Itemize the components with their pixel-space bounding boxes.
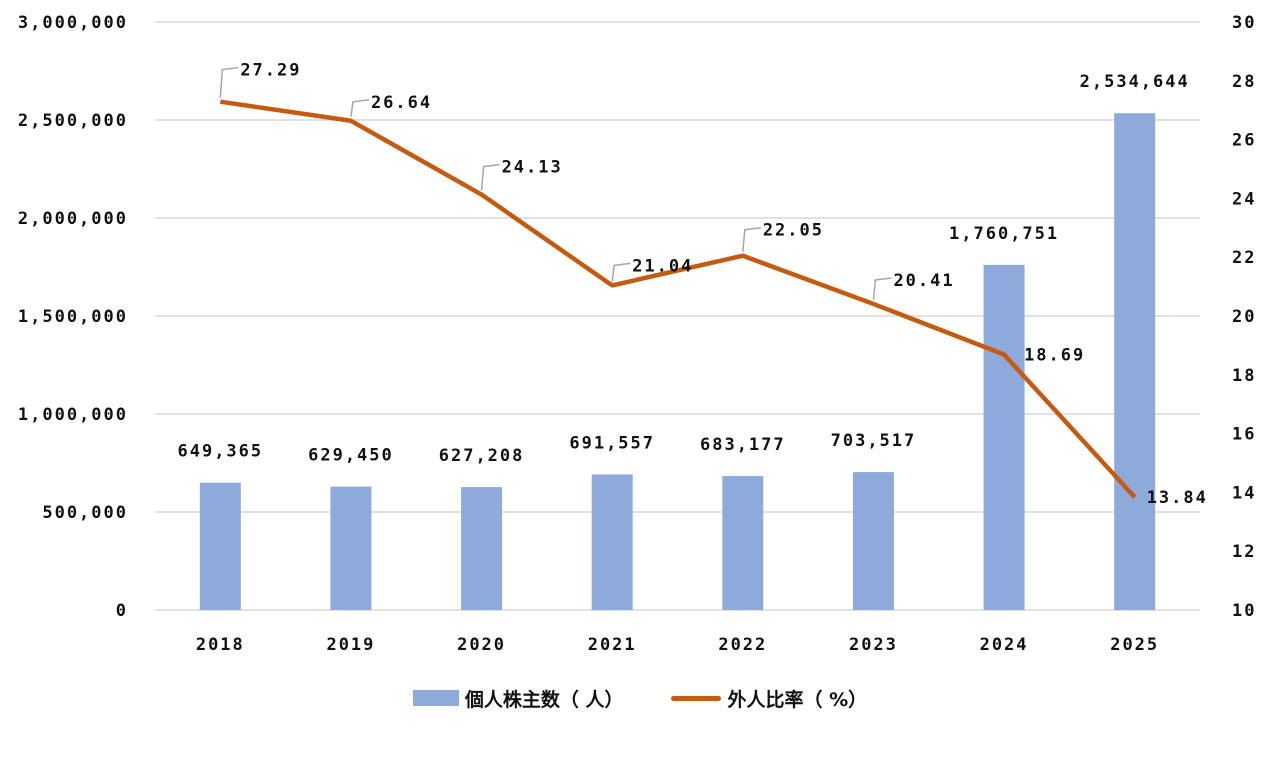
legend-item-foreign-ratio: 外人比率（ %） (671, 685, 867, 712)
line-data-label: 13.84 (1147, 488, 1208, 508)
bar (591, 474, 633, 610)
left-axis-tick: 500,000 (42, 503, 128, 523)
bar (852, 472, 894, 610)
legend-item-shareholders: 個人株主数（ 人） (412, 685, 624, 712)
line-swatch-icon (671, 695, 722, 701)
left-axis-tick: 2,500,000 (18, 111, 128, 131)
bar (983, 264, 1025, 610)
x-axis-tick: 2019 (326, 635, 375, 655)
left-axis-tick: 3,000,000 (18, 13, 128, 33)
combo-chart: 0 500,000 1,000,000 1,500,000 2,000,000 2,500… (18, 13, 1256, 655)
right-axis-tick: 30 (1232, 13, 1256, 33)
x-axis-tick: 2025 (1110, 635, 1159, 655)
bar-data-label: 703,517 (831, 431, 917, 451)
x-axis-tick: 2021 (588, 635, 637, 655)
line-data-label: 27.29 (240, 61, 301, 81)
bar-data-label: 691,557 (569, 433, 655, 453)
bar-swatch-icon (412, 690, 459, 706)
leader-line (742, 226, 761, 252)
x-axis-tick: 2018 (196, 635, 245, 655)
right-axis-tick: 28 (1232, 72, 1256, 92)
legend-label-foreign-ratio: 外人比率（ %） (727, 688, 868, 711)
right-axis-tick: 10 (1232, 601, 1256, 621)
x-axis-tick: 2024 (980, 635, 1029, 655)
bar-data-label: 683,177 (700, 435, 786, 455)
line-data-label: 21.04 (632, 256, 693, 276)
line-data-label: 20.41 (893, 271, 954, 291)
bar (722, 476, 764, 610)
line-data-label: 18.69 (1024, 346, 1085, 366)
right-axis-tick: 16 (1232, 425, 1256, 445)
line-data-label: 26.64 (371, 93, 432, 113)
right-axis-tick: 22 (1232, 248, 1256, 268)
x-axis-tick: 2023 (849, 635, 898, 655)
leader-line (219, 66, 239, 98)
line-series (219, 99, 1137, 499)
chart-legend: 個人株主数（ 人） 外人比率（ %） (0, 684, 1280, 712)
right-axis-tick: 14 (1232, 483, 1256, 503)
right-axis-tick: 12 (1232, 542, 1256, 562)
line-data-label: 22.05 (763, 221, 824, 241)
x-axis-tick: 2020 (457, 635, 506, 655)
left-axis-tick: 2,000,000 (18, 209, 128, 229)
legend-label-shareholders: 個人株主数（ 人） (464, 688, 624, 711)
bar-data-label: 627,208 (439, 446, 525, 466)
bar-data-label: 649,365 (177, 442, 263, 462)
bar-data-label: 629,450 (308, 446, 394, 466)
left-axis-tick: 0 (116, 601, 128, 621)
leader-line (350, 99, 370, 117)
left-axis-tick: 1,500,000 (18, 307, 128, 327)
bar (330, 486, 372, 610)
right-axis-tick: 24 (1232, 189, 1256, 209)
leader-line (872, 277, 892, 301)
left-axis-tick: 1,000,000 (18, 405, 128, 425)
bar (1114, 113, 1156, 610)
right-axis-tick: 20 (1232, 307, 1256, 327)
bar (199, 482, 241, 610)
bar-data-label: 2,534,644 (1080, 72, 1190, 92)
right-axis-tick: 26 (1232, 131, 1256, 151)
right-axis-tick: 18 (1232, 366, 1256, 386)
bar-data-label: 1,760,751 (949, 224, 1059, 244)
x-axis-tick: 2022 (718, 635, 767, 655)
leader-line (480, 163, 500, 191)
bar (461, 487, 503, 610)
leader-line (611, 262, 631, 282)
line-data-label: 24.13 (502, 158, 563, 178)
